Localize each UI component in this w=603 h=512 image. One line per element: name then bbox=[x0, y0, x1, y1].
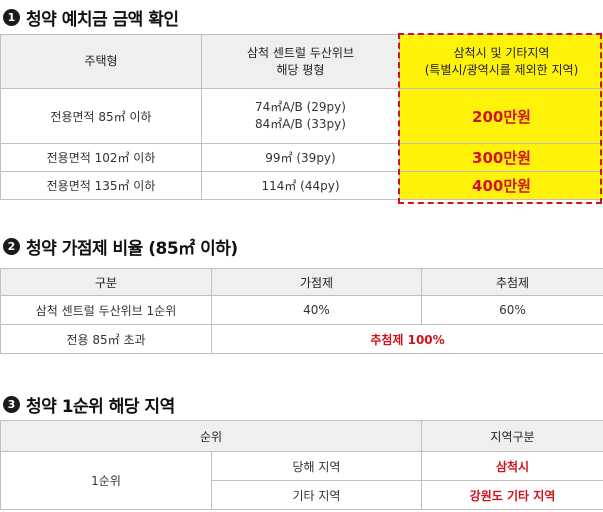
row-merged-value: 추첨제 100% bbox=[211, 324, 603, 354]
row-pyeong: 99㎡ (39py) bbox=[201, 143, 400, 172]
row-category: 전용 85㎡ 초과 bbox=[0, 324, 212, 354]
header-deposit-line2: (특별시/광역시를 제외한 지역) bbox=[424, 62, 579, 77]
section3-title: 청약 1순위 해당 지역 bbox=[26, 396, 175, 417]
row-region: 강원도 기타 지역 bbox=[421, 480, 603, 510]
row-house-type: 전용면적 85㎡ 이하 bbox=[0, 88, 202, 144]
rank-region-table: 순위 지역구분 1순위 당해 지역 삼척시 기타 지역 강원도 기타 지역 bbox=[0, 420, 603, 510]
row-pyeong-line1: 74㎡A/B (29py) bbox=[255, 100, 346, 114]
section3-heading: 3 청약 1순위 해당 지역 bbox=[3, 392, 175, 417]
row-gajeom: 40% bbox=[211, 295, 422, 325]
section2-heading: 2 청약 가점제 비율 (85㎡ 이하) bbox=[3, 234, 238, 259]
row-pyeong: 74㎡A/B (29py) 84㎡A/B (33py) bbox=[201, 88, 400, 144]
header-rank: 순위 bbox=[0, 420, 422, 452]
header-gajeom: 가점제 bbox=[211, 268, 422, 296]
row-house-type: 전용면적 135㎡ 이하 bbox=[0, 171, 202, 200]
table-row: 1순위 당해 지역 삼척시 bbox=[0, 451, 603, 510]
table-row: 전용 85㎡ 초과 추첨제 100% bbox=[0, 324, 603, 354]
section1-title: 청약 예치금 금액 확인 bbox=[26, 9, 179, 30]
row-chucheom: 60% bbox=[421, 295, 603, 325]
table-row: 전용면적 135㎡ 이하 114㎡ (44py) 400만원 bbox=[0, 171, 603, 200]
section3-number-badge: 3 bbox=[3, 395, 20, 413]
row-area: 기타 지역 bbox=[211, 480, 422, 510]
table-row: 전용면적 102㎡ 이하 99㎡ (39py) 300만원 bbox=[0, 143, 603, 172]
row-deposit: 200만원 bbox=[399, 88, 603, 144]
header-chucheom: 추첨제 bbox=[421, 268, 603, 296]
row-region: 삼척시 bbox=[421, 451, 603, 481]
row-pyeong: 114㎡ (44py) bbox=[201, 171, 400, 200]
section1-heading: 1 청약 예치금 금액 확인 bbox=[3, 5, 179, 30]
section2-title: 청약 가점제 비율 (85㎡ 이하) bbox=[26, 238, 238, 259]
table-row: 기타 지역 강원도 기타 지역 bbox=[1, 480, 603, 510]
rank-label: 1순위 bbox=[0, 451, 212, 510]
header-pyeong-line1: 삼척 센트럴 두산위브 bbox=[247, 45, 354, 60]
row-deposit: 400만원 bbox=[399, 171, 603, 200]
header-deposit-line1: 삼척시 및 기타지역 bbox=[453, 45, 550, 60]
row-category: 삼척 센트럴 두산위브 1순위 bbox=[0, 295, 212, 325]
header-house-type: 주택형 bbox=[0, 34, 202, 89]
ratio-table: 구분 가점제 추첨제 삼척 센트럴 두산위브 1순위 40% 60% 전용 85… bbox=[0, 268, 603, 354]
table-row: 삼척 센트럴 두산위브 1순위 40% 60% bbox=[0, 295, 603, 325]
header-region: 지역구분 bbox=[421, 420, 603, 452]
row-area: 당해 지역 bbox=[211, 451, 422, 481]
row-house-type: 전용면적 102㎡ 이하 bbox=[0, 143, 202, 172]
header-pyeong-line2: 해당 평형 bbox=[276, 62, 325, 77]
table-row: 전용면적 85㎡ 이하 74㎡A/B (29py) 84㎡A/B (33py) … bbox=[0, 88, 603, 144]
row-deposit: 300만원 bbox=[399, 143, 603, 172]
header-pyeong: 삼척 센트럴 두산위브 해당 평형 bbox=[201, 34, 400, 89]
section2-number-badge: 2 bbox=[3, 237, 20, 255]
header-category: 구분 bbox=[0, 268, 212, 296]
header-deposit: 삼척시 및 기타지역 (특별시/광역시를 제외한 지역) bbox=[399, 34, 603, 89]
row-pyeong-line2: 84㎡A/B (33py) bbox=[255, 117, 346, 131]
deposit-table: 주택형 삼척 센트럴 두산위브 해당 평형 삼척시 및 기타지역 (특별시/광역… bbox=[0, 34, 603, 200]
section1-number-badge: 1 bbox=[3, 8, 20, 26]
